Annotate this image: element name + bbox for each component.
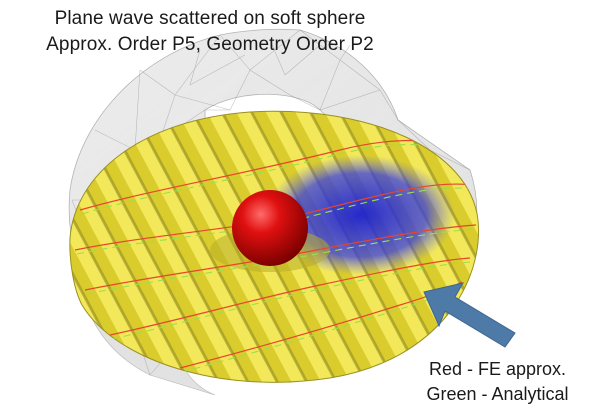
sphere-icon	[232, 190, 308, 266]
legend-analytical: Green - Analytical	[426, 384, 569, 404]
title-line-2: Approx. Order P5, Geometry Order P2	[46, 34, 374, 55]
legend-fe-approx: Red - FE approx.	[428, 359, 567, 379]
arrow-icon	[423, 282, 516, 348]
title-line-1: Plane wave scattered on soft sphere	[54, 8, 366, 29]
